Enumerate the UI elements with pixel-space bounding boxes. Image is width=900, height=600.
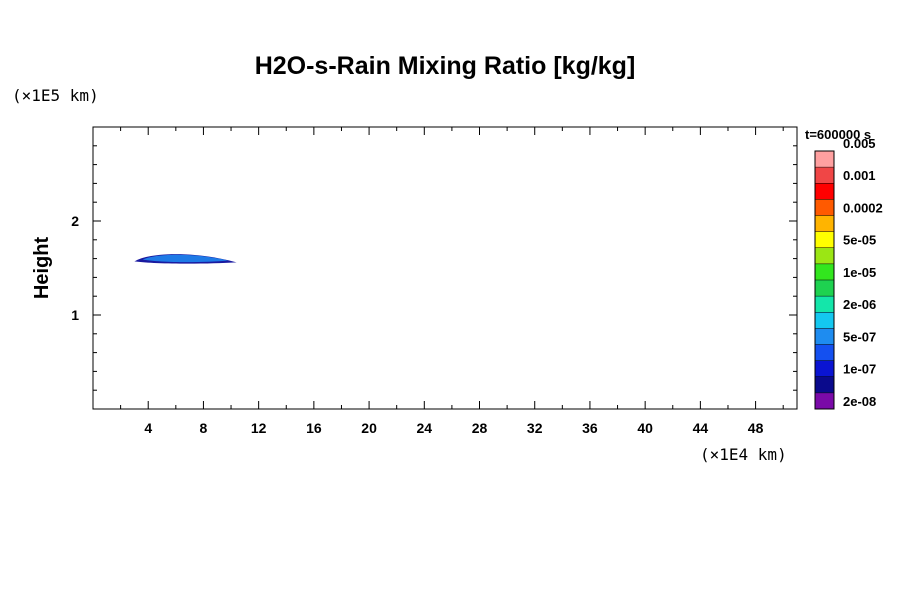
colorbar-frame — [814, 150, 835, 410]
colorbar-swatch — [815, 263, 834, 280]
colorbar-label: 0.005 — [843, 136, 876, 151]
colorbar-label: 5e-05 — [843, 233, 876, 248]
colorbar-swatch — [815, 296, 834, 313]
x-tick-label: 48 — [748, 420, 764, 436]
colorbar-swatch — [815, 247, 834, 264]
colorbar-swatch — [815, 183, 834, 200]
colorbar-swatch — [815, 360, 834, 377]
y-tick-label: 1 — [71, 307, 79, 323]
chart-title: H2O-s-Rain Mixing Ratio [kg/kg] — [255, 52, 636, 80]
contour-features — [134, 254, 237, 264]
colorbar-swatch — [815, 344, 834, 361]
colorbar-swatch — [815, 167, 834, 184]
x-unit-label: (×1E4 km) — [700, 445, 787, 464]
x-tick-label: 36 — [582, 420, 598, 436]
colorbar-swatch — [815, 312, 834, 329]
colorbar-swatch — [815, 280, 834, 297]
colorbar-label: 1e-07 — [843, 362, 876, 377]
y-unit-label: (×1E5 km) — [12, 86, 99, 105]
time-label: t=600000 s — [805, 127, 871, 142]
colorbar-label: 0.001 — [843, 168, 876, 183]
contour-core — [142, 254, 229, 263]
x-tick-label: 32 — [527, 420, 543, 436]
colorbar-swatch — [815, 199, 834, 216]
y-axis-label: Height — [31, 237, 53, 300]
x-tick-label: 12 — [251, 420, 267, 436]
colorbar-swatch — [815, 328, 834, 345]
y-tick-label: 2 — [71, 213, 79, 229]
x-tick-label: 16 — [306, 420, 322, 436]
colorbar-swatch — [815, 151, 834, 168]
x-tick-label: 24 — [417, 420, 433, 436]
colorbar-label: 5e-07 — [843, 329, 876, 344]
colorbar-swatch — [815, 392, 834, 409]
x-tick-label: 40 — [637, 420, 653, 436]
colorbar-label: 1e-05 — [843, 265, 876, 280]
x-tick-label: 28 — [472, 420, 488, 436]
colorbar: 2e-08 1e-07 5e-07 2e-06 1e-05 5e-05 0.0002 0.00… — [814, 136, 883, 410]
colorbar-swatch — [815, 215, 834, 232]
colorbar-swatch — [815, 231, 834, 248]
x-tick-label: 44 — [693, 420, 709, 436]
x-tick-label: 20 — [361, 420, 377, 436]
x-tick-label: 8 — [200, 420, 208, 436]
colorbar-label: 2e-06 — [843, 297, 876, 312]
colorbar-swatch — [815, 376, 834, 393]
colorbar-label: 2e-08 — [843, 394, 876, 409]
x-tick-label: 4 — [144, 420, 152, 436]
colorbar-label: 0.0002 — [843, 200, 883, 215]
plot-frame — [92, 126, 798, 410]
